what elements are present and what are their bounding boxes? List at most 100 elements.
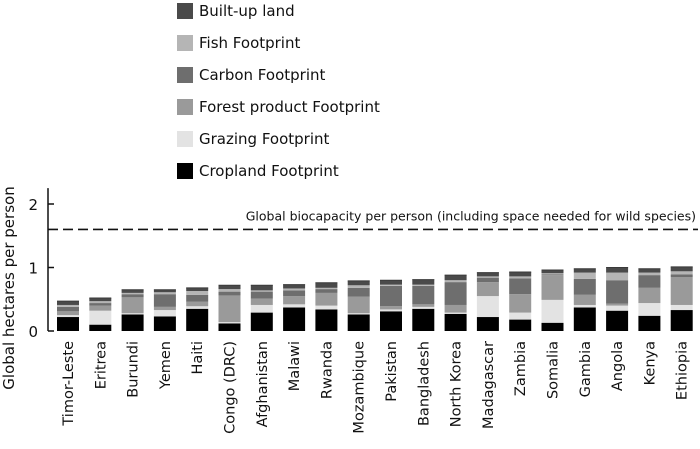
bar-segment [380, 280, 402, 285]
bar-segment [444, 275, 467, 281]
x-tick-label: Haiti [190, 341, 206, 375]
x-tick-label: Kenya [642, 341, 658, 385]
bar-segment [606, 272, 629, 281]
bar-segment [250, 285, 273, 291]
bar-segment [638, 315, 661, 331]
bar-segment [121, 292, 144, 295]
bar-segment [476, 317, 499, 331]
x-tick-label: Angola [610, 341, 626, 391]
bar-segment [57, 301, 79, 305]
bar-segment [186, 287, 209, 291]
bar-segment [283, 284, 306, 289]
x-tick-label: Zambia [513, 341, 529, 396]
bar-segment [250, 312, 273, 331]
bar-segment [57, 311, 79, 316]
bar-segment [670, 310, 693, 331]
legend-label: Grazing Footprint [199, 130, 330, 148]
legend-swatch [177, 131, 193, 147]
reference-line-label: Global biocapacity per person (including… [246, 208, 696, 223]
bar-segment [573, 304, 596, 308]
bar-segment [186, 301, 209, 307]
legend-swatch [177, 3, 193, 19]
bar-segment [89, 301, 112, 304]
bar-segment [509, 294, 532, 313]
bar-segment [315, 287, 338, 290]
bar-segment [347, 280, 370, 286]
bar-segment [638, 287, 661, 304]
bar-segment [444, 280, 467, 283]
bar-segment [315, 309, 338, 331]
bar-segment [444, 304, 467, 313]
bar-segment [573, 307, 596, 331]
bar-segment [121, 297, 144, 314]
bar-segment [153, 289, 176, 293]
bar-segment [283, 290, 306, 297]
bar-segment [606, 267, 629, 273]
legend-label: Forest product Footprint [199, 98, 380, 116]
x-tick-label: Burundi [126, 341, 142, 398]
bar-segment [121, 314, 144, 331]
bar-segment [347, 285, 370, 288]
bar-segment [476, 277, 499, 283]
bar-segment [218, 289, 241, 292]
bar-segment [444, 312, 467, 314]
bar-segment [412, 308, 435, 331]
x-tick-label: Yemen [158, 341, 174, 390]
bar-segment [476, 296, 499, 318]
x-tick-label: Somalia [546, 341, 562, 399]
bar-segment [186, 308, 209, 331]
bar-segment [283, 307, 306, 331]
legend-swatch [177, 163, 193, 179]
x-axis-labels: Timor-Leste Eritrea Burundi Yemen Haiti Congo… [61, 341, 691, 434]
bar-segment [121, 313, 144, 315]
bar-segment [670, 274, 693, 278]
bar-segment [638, 272, 661, 276]
bar-segment [380, 309, 402, 312]
bar-segment [121, 289, 144, 293]
bar-segment [444, 282, 467, 305]
bar-segment [606, 305, 629, 311]
x-tick-label: Eritrea [93, 341, 109, 389]
bar-segment [412, 285, 435, 305]
legend-swatch [177, 99, 193, 115]
x-tick-label: Bangladesh [416, 341, 432, 426]
x-tick-label: Afghanistan [255, 341, 271, 427]
bar-segment [89, 310, 112, 325]
bar-segment [509, 278, 532, 295]
bar-segment [315, 305, 338, 310]
bar-segment [186, 294, 209, 302]
bar-segment [573, 272, 596, 279]
legend-label: Built-up land [199, 2, 295, 20]
bar-segment [606, 280, 629, 304]
bar-segment [347, 313, 370, 315]
bar-segment [606, 303, 629, 306]
bar-segment [250, 290, 273, 292]
bar-segment [573, 294, 596, 305]
bar-segment [89, 297, 112, 302]
bar-segment [89, 303, 112, 306]
bar-segment [606, 310, 629, 331]
bar-segment [380, 284, 402, 286]
bar-segment [670, 304, 693, 311]
x-tick-label: Pakistan [384, 341, 400, 402]
bar-segment [57, 304, 79, 307]
legend-swatch [177, 35, 193, 51]
bar-segment [218, 285, 241, 290]
bar-segment [476, 276, 499, 278]
legend-label: Cropland Footprint [199, 162, 339, 180]
bar-segment [315, 282, 338, 288]
y-tick-label: 1 [28, 260, 38, 278]
bar-segment [573, 268, 596, 273]
bar-segment [153, 294, 176, 307]
bar-stacks [57, 266, 693, 331]
bar-segment [153, 292, 176, 295]
bar-segment [57, 315, 79, 318]
bar-segment [412, 304, 435, 307]
x-tick-label: Rwanda [319, 341, 335, 399]
bar-segment [412, 306, 435, 309]
bar-segment [89, 305, 112, 311]
bar-segment [541, 275, 564, 300]
bar-segment [412, 279, 435, 285]
bar-segment [347, 314, 370, 331]
